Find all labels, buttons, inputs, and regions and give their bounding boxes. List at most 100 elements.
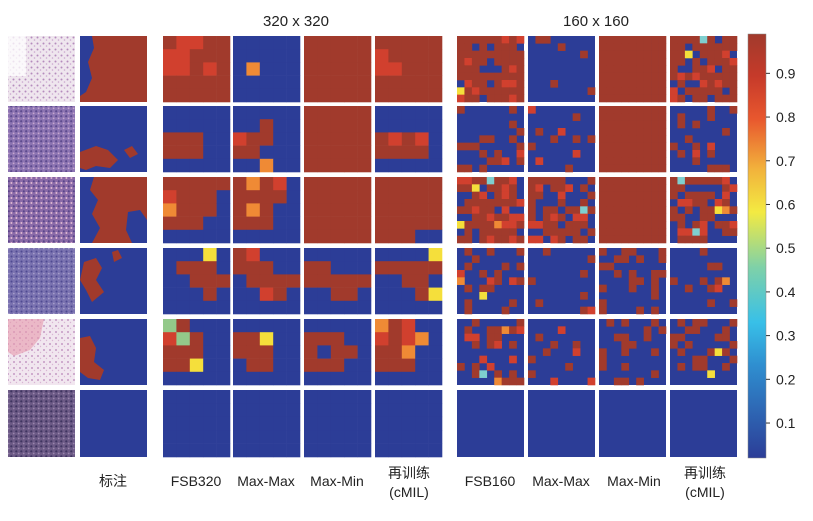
heatmap-cell xyxy=(729,341,738,349)
heatmap-cell xyxy=(163,158,177,173)
heatmap-cell xyxy=(286,132,301,146)
heatmap-cell xyxy=(599,191,607,200)
heatmap-cell xyxy=(557,326,566,334)
heatmap-cell xyxy=(273,300,287,315)
heatmap-cell xyxy=(528,199,536,207)
heatmap-cell xyxy=(330,390,345,404)
heatmap-cell xyxy=(509,106,517,114)
heatmap-cell xyxy=(557,228,566,236)
heatmap-cell xyxy=(357,88,372,103)
heatmap-cell xyxy=(479,284,488,293)
heatmap-cell xyxy=(246,190,261,204)
heatmap-cell xyxy=(509,58,517,66)
heatmap-cell xyxy=(330,49,345,63)
heatmap-cell xyxy=(415,49,429,63)
heatmap-cell xyxy=(304,416,318,431)
heatmap-cell xyxy=(216,274,231,288)
heatmap-cell xyxy=(464,299,473,307)
heatmap-cell xyxy=(535,299,544,307)
heatmap-cell xyxy=(357,190,372,204)
heatmap-cell xyxy=(388,274,403,288)
heatmap-cell xyxy=(699,213,708,222)
heatmap-panel-bg xyxy=(457,390,524,457)
heatmap-cell xyxy=(628,284,637,293)
heatmap-cell xyxy=(286,287,301,302)
heatmap-cell xyxy=(613,80,622,88)
heatmap-cell xyxy=(330,132,345,146)
column-label: (cMIL) xyxy=(685,484,725,500)
heatmap-cell xyxy=(535,221,544,229)
heatmap-cell xyxy=(273,287,287,302)
heatmap-cell xyxy=(494,177,502,185)
heatmap-cell xyxy=(176,371,191,386)
heatmap-cell xyxy=(286,248,301,262)
heatmap-cell xyxy=(317,332,332,346)
heatmap-cell xyxy=(599,58,607,66)
heatmap-cell xyxy=(621,221,630,229)
heatmap-cell xyxy=(550,377,559,386)
heatmap-cell xyxy=(692,199,701,207)
heatmap-cell xyxy=(415,300,429,315)
heatmap-cell xyxy=(357,36,372,50)
heatmap-cell xyxy=(259,371,274,386)
heatmap-cell xyxy=(464,142,473,151)
heatmap-cell xyxy=(233,274,247,288)
heatmap-cell xyxy=(699,87,708,95)
heatmap-cell xyxy=(643,94,652,103)
heatmap-cell xyxy=(304,62,318,76)
heatmap-cell xyxy=(286,106,301,120)
heatmap-cell xyxy=(233,403,247,418)
column-labels: 标注 FSB320 Max-Max Max-Min 再训练 (cMIL) FSB… xyxy=(99,465,726,500)
heatmap-cell xyxy=(677,333,686,342)
heatmap-cell xyxy=(643,36,652,44)
heatmap-cell xyxy=(344,106,358,120)
heatmap-cell xyxy=(317,132,332,146)
heatmap-cell xyxy=(317,216,332,231)
heatmap-cell xyxy=(273,248,287,262)
heatmap-cell xyxy=(259,287,274,302)
heatmap-cell xyxy=(621,228,630,236)
tissue-thumbnails xyxy=(8,36,75,457)
heatmap-cell xyxy=(572,348,581,356)
heatmap-cell xyxy=(599,262,607,271)
heatmap-cell xyxy=(304,106,318,120)
heatmap-cell xyxy=(494,333,502,342)
heatmap-cell xyxy=(516,213,525,222)
heatmap-cell xyxy=(344,443,358,458)
heatmap-cell xyxy=(651,270,659,278)
heatmap-cell xyxy=(658,36,667,44)
heatmap-cell xyxy=(699,277,708,285)
heatmap-cell xyxy=(494,199,502,207)
heatmap-cell xyxy=(658,43,667,51)
heatmap-cell xyxy=(658,221,667,229)
heatmap-cell xyxy=(670,333,678,342)
heatmap-cell xyxy=(613,43,622,51)
heatmap-cell xyxy=(535,235,544,244)
heatmap-cell xyxy=(273,345,287,359)
heatmap-cell xyxy=(651,58,659,66)
heatmap-cell xyxy=(457,164,465,173)
heatmap-cell xyxy=(357,403,372,418)
heatmap-cell xyxy=(643,164,652,173)
heatmap-cell xyxy=(658,191,667,200)
heatmap-cell xyxy=(651,306,659,315)
heatmap-panels xyxy=(163,36,738,458)
heatmap-cell xyxy=(613,228,622,236)
heatmap-cell xyxy=(699,363,708,371)
heatmap-cell xyxy=(375,416,389,431)
heatmap-cell xyxy=(330,106,345,120)
heatmap-cell xyxy=(699,319,708,327)
heatmap-cell xyxy=(330,345,345,359)
heatmap-cell xyxy=(580,199,588,207)
heatmap-cell xyxy=(707,72,715,81)
heatmap-cell xyxy=(722,177,730,185)
heatmap-cell xyxy=(189,132,204,146)
heatmap-cell xyxy=(509,50,517,59)
heatmap-cell xyxy=(357,132,372,146)
heatmap-cell xyxy=(509,184,517,192)
heatmap-cell xyxy=(471,184,480,192)
group-title-320: 320 x 320 xyxy=(263,13,329,30)
heatmap-cell xyxy=(670,206,678,214)
heatmap-cell xyxy=(684,177,693,185)
